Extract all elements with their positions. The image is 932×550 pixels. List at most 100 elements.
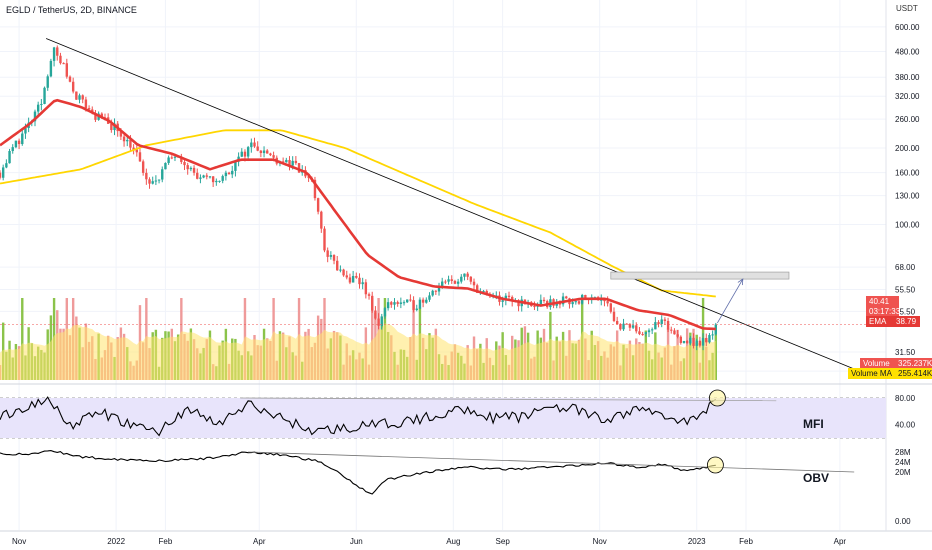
candle-body — [227, 172, 231, 175]
candle-body — [650, 329, 654, 331]
time-tick-label: Feb — [739, 537, 753, 546]
candle-body — [46, 76, 49, 88]
candle-body — [539, 299, 543, 305]
candle-body — [386, 302, 390, 309]
candle-body — [266, 150, 269, 154]
candle-body — [666, 320, 670, 330]
candle-body — [371, 295, 374, 311]
volume-value-badge: 325.237K — [896, 358, 932, 369]
candle-body — [332, 255, 336, 261]
candle-body — [164, 162, 167, 170]
mfi-tick-label: 40.00 — [895, 421, 916, 430]
candle-body — [698, 340, 702, 346]
candle-body — [173, 156, 177, 158]
candle-body — [240, 151, 243, 157]
ema-label-badge: EMA — [866, 316, 893, 327]
last-price-badge: 40.41 — [866, 296, 899, 307]
candle-body — [374, 310, 377, 319]
time-tick-label: Sep — [496, 537, 511, 546]
candle-body — [208, 176, 212, 178]
candle-body — [294, 160, 298, 164]
price-tick-label: 160.00 — [895, 169, 920, 178]
price-tick-label: 380.00 — [895, 73, 920, 82]
candle-body — [246, 147, 250, 157]
price-tick-label: 320.00 — [895, 92, 920, 101]
candle-body — [253, 142, 256, 147]
target-arrow — [717, 278, 744, 324]
candle-body — [151, 181, 154, 184]
candle-body — [291, 160, 294, 166]
mfi-trendline — [240, 397, 777, 402]
candle-body — [415, 308, 418, 310]
time-tick-label: Jun — [350, 537, 363, 546]
candle-body — [507, 295, 511, 297]
candle-body — [348, 277, 352, 283]
candle-body — [406, 299, 409, 303]
candle-body — [475, 285, 479, 293]
candle-body — [129, 139, 132, 148]
candle-body — [52, 47, 56, 61]
candle-body — [307, 176, 310, 178]
candle-body — [577, 301, 581, 304]
candle-body — [5, 163, 8, 168]
candle-body — [431, 290, 434, 296]
candle-body — [21, 133, 24, 145]
candle-body — [313, 179, 317, 199]
obv-highlight-circle — [706, 456, 724, 474]
candle-body — [355, 275, 358, 278]
candle-body — [8, 151, 11, 164]
candle-body — [482, 290, 485, 292]
candle-body — [679, 336, 683, 343]
candle-body — [215, 180, 218, 183]
candle-body — [87, 108, 91, 110]
candle-body — [180, 156, 183, 162]
candle-body — [320, 211, 323, 229]
candle-body — [196, 172, 199, 179]
candle-body — [157, 179, 161, 181]
candle-body — [466, 273, 469, 277]
candle-body — [145, 172, 148, 180]
price-unit: USDT — [896, 4, 918, 13]
candle-body — [441, 281, 444, 288]
candle-body — [68, 76, 72, 82]
candle-body — [224, 172, 228, 177]
candle-body — [49, 60, 53, 77]
candle-body — [272, 155, 275, 158]
candle-body — [701, 337, 705, 346]
countdown-badge: 03:17:33 — [866, 306, 900, 317]
candle-body — [339, 269, 342, 271]
candle-body — [351, 275, 355, 283]
candle-body — [619, 324, 622, 330]
candle-body — [11, 147, 14, 152]
candle-body — [469, 276, 473, 282]
candle-body — [705, 337, 708, 343]
price-tick-label: 200.00 — [895, 144, 920, 153]
price-tick-label: 55.50 — [895, 285, 916, 294]
candle-body — [510, 296, 514, 302]
ema-value-badge: 38.79 — [893, 316, 920, 327]
obv-tick-label: 28M — [895, 448, 911, 457]
candle-body — [342, 269, 345, 276]
volume-bar — [371, 298, 374, 380]
obv-tick-label: 24M — [895, 458, 911, 467]
price-tick-label: 68.00 — [895, 263, 916, 272]
candle-body — [692, 337, 695, 346]
time-tick-label: Feb — [159, 537, 173, 546]
candle-body — [71, 81, 75, 92]
candle-body — [393, 302, 396, 305]
candle-body — [24, 128, 27, 134]
candle-body — [542, 299, 546, 302]
candle-body — [81, 95, 84, 100]
candle-body — [323, 228, 326, 251]
candle-body — [234, 161, 237, 171]
candle-body — [523, 299, 527, 303]
price-trendline — [45, 38, 855, 370]
candle-body — [383, 308, 387, 317]
volume-ma-value-badge: 255.414K — [896, 368, 932, 379]
candle-body — [714, 324, 717, 335]
candle-body — [450, 279, 453, 281]
candle-body — [409, 299, 412, 301]
candle-body — [138, 152, 142, 162]
time-tick-label: Aug — [446, 537, 460, 546]
candle-body — [434, 290, 438, 292]
